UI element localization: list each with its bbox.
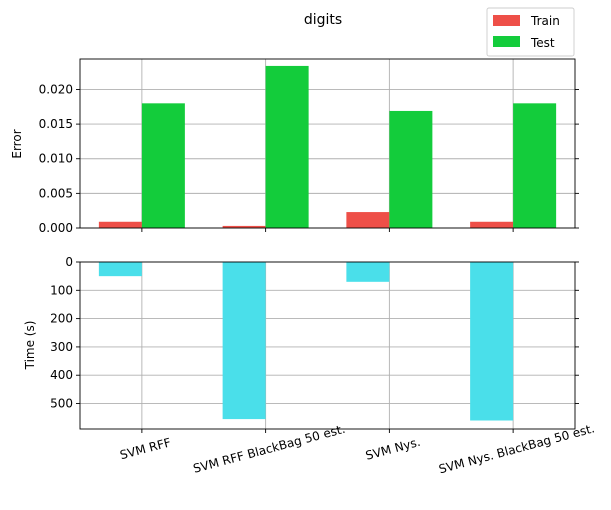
- time-ytick-label: 0: [65, 255, 73, 269]
- bar-train-svm-nys-blackbag-50-est: [470, 221, 514, 228]
- category-label: SVM RFF BlackBag 50 est.: [192, 422, 347, 476]
- chart-title: digits: [304, 12, 342, 28]
- time-panel: 0 100 200 300 400 500: [50, 255, 579, 433]
- bar-time-svm-rff: [98, 262, 142, 277]
- time-ytick-label: 500: [50, 397, 73, 411]
- error-ytick-label: 0.000: [39, 221, 73, 235]
- bar-test-svm-rff: [141, 103, 185, 228]
- bar-time-svm-rff-blackbag-50-est: [222, 262, 266, 420]
- bar-test-svm-nys: [389, 110, 433, 228]
- legend-swatch-train: [493, 15, 520, 26]
- bar-time-svm-nys-blackbag-50-est: [470, 262, 514, 421]
- bar-train-svm-rff-blackbag-50-est: [222, 225, 266, 228]
- bar-train-svm-rff: [98, 221, 142, 228]
- category-label: SVM Nys. BlackBag 50 est.: [437, 421, 596, 476]
- bar-test-svm-rff-blackbag-50-est: [265, 65, 309, 228]
- error-ytick-label: 0.015: [39, 117, 73, 131]
- category-axis-labels: SVM RFF SVM RFF BlackBag 50 est. SVM Nys. S…: [118, 421, 596, 476]
- legend-label-test: Test: [530, 36, 555, 50]
- error-plot-frame: [79, 58, 576, 229]
- category-label: SVM RFF: [118, 435, 172, 462]
- time-ytick-label: 300: [50, 340, 73, 354]
- time-ytick-label: 100: [50, 283, 73, 297]
- bar-test-svm-nys-blackbag-50-est: [513, 103, 557, 228]
- time-ytick-label: 200: [50, 312, 73, 326]
- time-ytick-label: 400: [50, 368, 73, 382]
- error-ytick-label: 0.005: [39, 186, 73, 200]
- legend-label-train: Train: [530, 14, 560, 28]
- time-plot-frame: [79, 261, 576, 430]
- legend-swatch-test: [493, 36, 520, 47]
- category-label: SVM Nys.: [364, 435, 422, 463]
- error-axis-title: Error: [10, 129, 24, 158]
- bar-train-svm-nys: [346, 212, 390, 228]
- time-axis-title: Time (s): [23, 321, 37, 371]
- legend: Train Test: [486, 7, 575, 57]
- bar-time-svm-nys: [346, 262, 390, 282]
- error-ytick-label: 0.020: [39, 82, 73, 96]
- error-ytick-label: 0.010: [39, 152, 73, 166]
- error-panel: 0.000 0.005 0.010 0.015 0.020: [39, 58, 579, 235]
